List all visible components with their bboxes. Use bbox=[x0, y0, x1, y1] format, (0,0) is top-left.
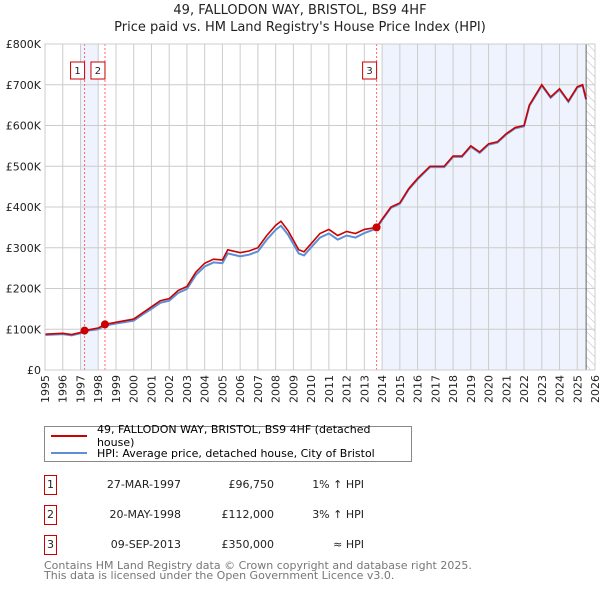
sale-marker-label: 1 bbox=[44, 475, 57, 495]
legend: 49, FALLODON WAY, BRISTOL, BS9 4HF (deta… bbox=[44, 423, 412, 462]
x-tick-label: 2008 bbox=[270, 375, 283, 403]
x-tick-label: 1999 bbox=[110, 375, 123, 403]
legend-label-hpi: HPI: Average price, detached house, City… bbox=[97, 446, 375, 460]
sale-hpi: 3% ↑ HPI bbox=[312, 508, 364, 521]
x-tick-label: 2017 bbox=[429, 375, 442, 403]
sale-marker-box bbox=[90, 61, 106, 80]
sale-marker-label: 2 bbox=[95, 66, 101, 77]
x-tick-label: 2022 bbox=[518, 375, 531, 403]
x-tick-label: 2000 bbox=[128, 375, 141, 403]
sale-hpi: 1% ↑ HPI bbox=[312, 478, 364, 491]
sale-point bbox=[80, 326, 89, 335]
plot-frame bbox=[44, 43, 596, 371]
chart-title: 49, FALLODON WAY, BRISTOL, BS9 4HF bbox=[173, 3, 427, 18]
x-tick-label: 2023 bbox=[536, 375, 549, 403]
x-tick-label: 2010 bbox=[305, 375, 318, 403]
sale-marker-label: 3 bbox=[44, 535, 57, 555]
legend-swatch-property bbox=[51, 435, 87, 437]
x-tick-label: 2005 bbox=[216, 375, 229, 403]
x-tick-label: 2004 bbox=[199, 375, 212, 403]
x-tick-label: 2019 bbox=[465, 375, 478, 403]
y-tick-label: £400K bbox=[6, 201, 42, 214]
x-tick-label: 2024 bbox=[554, 375, 567, 403]
x-tick-label: 2016 bbox=[412, 375, 425, 403]
y-tick-label: £800K bbox=[6, 38, 42, 51]
footer: Contains HM Land Registry data © Crown c… bbox=[44, 559, 472, 582]
x-tick-label: 2015 bbox=[394, 375, 407, 403]
footer-line-2: This data is licensed under the Open Gov… bbox=[44, 569, 395, 582]
chart-subtitle: Price paid vs. HM Land Registry's House … bbox=[114, 20, 486, 35]
x-tick-label: 2001 bbox=[145, 375, 158, 403]
legend-item-property: 49, FALLODON WAY, BRISTOL, BS9 4HF (deta… bbox=[51, 423, 411, 449]
property-line bbox=[44, 83, 587, 336]
y-tick-label: £0 bbox=[27, 364, 41, 377]
x-tick-label: 2025 bbox=[571, 375, 584, 403]
sale-date: 27-MAR-1997 bbox=[106, 478, 181, 491]
x-tick-label: 2026 bbox=[589, 375, 600, 403]
x-tick-label: 2013 bbox=[358, 375, 371, 403]
y-tick-label: £600K bbox=[6, 120, 42, 133]
legend-item-hpi: HPI: Average price, detached house, City… bbox=[51, 445, 375, 461]
sale-marker-label: 2 bbox=[44, 505, 57, 525]
sale-price: £350,000 bbox=[221, 538, 275, 551]
legend-swatch-hpi bbox=[51, 452, 87, 454]
y-tick-label: £500K bbox=[6, 160, 42, 173]
y-tick-label: £300K bbox=[6, 242, 42, 255]
sale-price: £96,750 bbox=[228, 478, 275, 491]
x-tick-label: 2020 bbox=[483, 375, 496, 403]
y-tick-label: £700K bbox=[6, 79, 42, 92]
x-tick-label: 2006 bbox=[234, 375, 247, 403]
x-tick-label: 2009 bbox=[287, 375, 300, 403]
y-tick-label: £200K bbox=[6, 283, 42, 296]
x-tick-label: 2018 bbox=[447, 375, 460, 403]
x-tick-label: 2012 bbox=[341, 375, 354, 403]
legend-label-property: 49, FALLODON WAY, BRISTOL, BS9 4HF (deta… bbox=[96, 423, 371, 449]
x-tick-label: 1998 bbox=[92, 375, 105, 403]
sale-hpi: ≈ HPI bbox=[333, 538, 364, 551]
sale-point bbox=[100, 320, 109, 329]
sale-date: 09-SEP-2013 bbox=[110, 538, 181, 551]
x-tick-label: 2007 bbox=[252, 375, 265, 403]
x-tick-label: 1995 bbox=[39, 375, 52, 403]
x-tick-label: 1997 bbox=[74, 375, 87, 403]
sale-point bbox=[372, 223, 381, 232]
x-tick-label: 2014 bbox=[376, 375, 389, 403]
footer-line-1: Contains HM Land Registry data © Crown c… bbox=[44, 559, 472, 572]
sale-date: 20-MAY-1998 bbox=[109, 508, 181, 521]
x-tick-label: 2011 bbox=[323, 375, 336, 403]
sale-marker-label: 3 bbox=[366, 66, 372, 77]
x-tick-label: 2002 bbox=[163, 375, 176, 403]
sale-marker-box bbox=[70, 61, 86, 80]
sale-marker-box bbox=[362, 61, 378, 80]
sale-marker-label: 1 bbox=[74, 66, 80, 77]
sale-price: £112,000 bbox=[221, 508, 275, 521]
y-tick-label: £100K bbox=[6, 323, 42, 336]
x-tick-label: 1996 bbox=[57, 375, 70, 403]
plot-area: 1995 1996 1997 1998 1999 2000 2001 2002 2003 2004… bbox=[6, 38, 600, 403]
x-tick-label: 2003 bbox=[181, 375, 194, 403]
x-tick-label: 2021 bbox=[500, 375, 513, 403]
